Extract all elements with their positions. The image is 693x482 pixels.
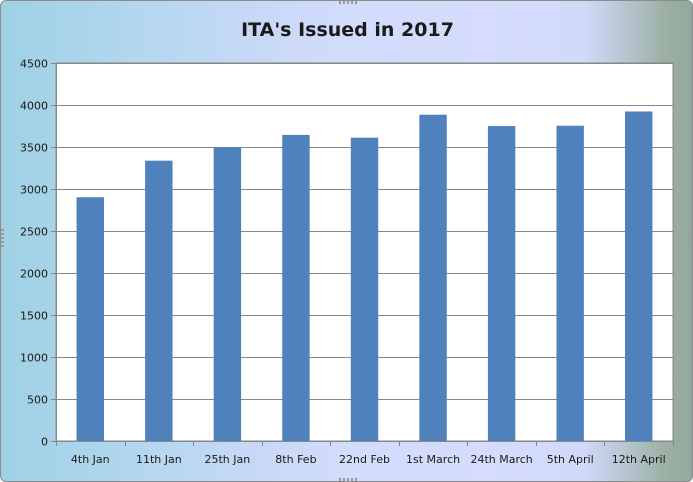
resize-handle-left[interactable]: [1, 229, 4, 247]
x-tick-label: 12th April: [612, 453, 666, 466]
resize-handle-right[interactable]: [689, 229, 692, 247]
x-tick-label: 4th Jan: [71, 453, 110, 466]
x-tick-label: 24th March: [470, 453, 532, 466]
y-tick-label: 2500: [20, 226, 48, 239]
x-tick-label: 22nd Feb: [339, 453, 390, 466]
y-tick-label: 3500: [20, 142, 48, 155]
bar: [282, 134, 310, 442]
chart-title: ITA's Issued in 2017: [241, 19, 454, 41]
x-tick-label: 5th April: [547, 453, 594, 466]
y-tick-label: 1500: [20, 310, 48, 323]
bar: [625, 111, 653, 441]
y-tick-label: 4000: [20, 100, 48, 113]
resize-handle-top[interactable]: [339, 1, 357, 4]
bar: [419, 114, 447, 441]
y-tick-label: 4500: [20, 58, 48, 71]
x-tick-label: 8th Feb: [275, 453, 316, 466]
y-tick-label: 3000: [20, 184, 48, 197]
bar: [487, 126, 516, 442]
x-tick-label: 11th Jan: [136, 453, 182, 466]
bar: [76, 197, 104, 441]
bar: [350, 137, 379, 441]
resize-handle-bottom[interactable]: [339, 478, 357, 481]
y-tick-label: 0: [41, 436, 48, 449]
bar: [556, 125, 584, 442]
x-tick-label: 25th Jan: [205, 453, 251, 466]
x-tick-label: 1st March: [406, 453, 460, 466]
bar: [145, 160, 173, 441]
y-tick-label: 1000: [20, 352, 48, 365]
y-tick-label: 2000: [20, 268, 48, 281]
bar: [213, 147, 242, 442]
y-tick-label: 500: [27, 394, 48, 407]
